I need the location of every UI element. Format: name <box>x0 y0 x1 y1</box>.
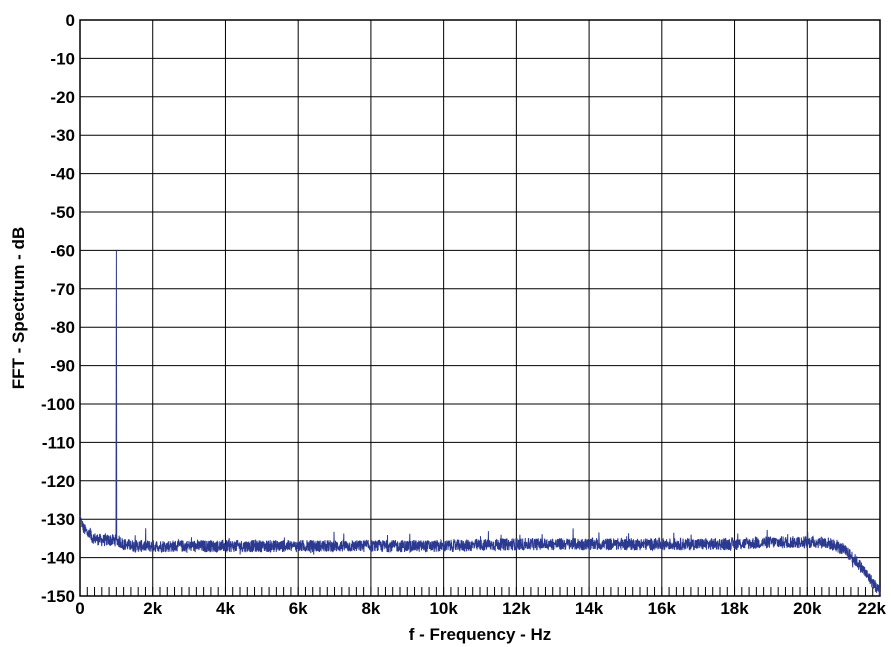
y-tick-label: -100 <box>41 395 75 414</box>
x-tick-label: 8k <box>361 599 380 618</box>
y-tick-label: -40 <box>50 165 75 184</box>
y-tick-label: -140 <box>41 549 75 568</box>
y-tick-label: -20 <box>50 88 75 107</box>
x-tick-label: 20k <box>793 599 822 618</box>
x-tick-label: 22k <box>858 599 887 618</box>
y-tick-label: -80 <box>50 318 75 337</box>
y-tick-label: -10 <box>50 49 75 68</box>
y-tick-label: -90 <box>50 357 75 376</box>
y-tick-labels: 0 -10 -20 -30 -40 -50 -60 -70 -80 -90 -100 -110 -120… <box>41 11 75 606</box>
y-tick-label: -130 <box>41 510 75 529</box>
x-tick-label: 12k <box>502 599 531 618</box>
x-tick-label: 4k <box>216 599 235 618</box>
plot-frame <box>79 19 881 597</box>
y-tick-label: -60 <box>50 241 75 260</box>
x-tick-label: 6k <box>289 599 308 618</box>
x-tick-label: 10k <box>429 599 458 618</box>
y-tick-label: -110 <box>42 433 75 452</box>
y-axis-title: FFT - Spectrum - dB <box>9 227 28 389</box>
x-tick-label: 14k <box>575 599 604 618</box>
x-tick-label: 18k <box>720 599 749 618</box>
x-tick-labels: 0 2k 4k 6k 8k 10k 12k 14k 16k 18k 20k 22k <box>75 599 886 618</box>
y-tick-label: -30 <box>50 126 75 145</box>
y-tick-label: -150 <box>41 587 75 606</box>
y-tick-label: -120 <box>41 472 75 491</box>
x-tick-label: 0 <box>75 599 84 618</box>
y-tick-label: -50 <box>50 203 75 222</box>
minor-ticks <box>79 587 881 596</box>
y-tick-label: 0 <box>66 11 75 30</box>
x-axis-title: f - Frequency - Hz <box>409 625 552 644</box>
y-tick-label: -70 <box>50 280 75 299</box>
spectrum-line <box>79 250 881 596</box>
grid <box>79 19 881 597</box>
x-tick-label: 2k <box>143 599 162 618</box>
series-layer <box>79 250 881 596</box>
x-tick-label: 16k <box>648 599 677 618</box>
